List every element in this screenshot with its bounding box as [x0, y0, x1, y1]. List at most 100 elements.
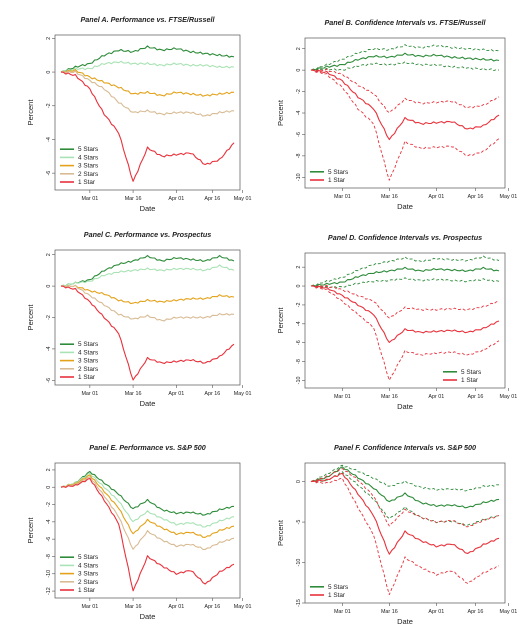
x-axis-label: Date [140, 612, 156, 621]
y-axis-label: Percent [276, 99, 285, 126]
confidence-bound-line [310, 44, 500, 71]
x-tick-label: Apr 01 [428, 194, 444, 200]
y-tick-label: -10 [296, 173, 302, 181]
panel-d: Panel D. Confidence Intervals vs. Prospe… [276, 233, 517, 411]
x-tick-label: Mar 01 [334, 609, 351, 615]
y-tick-label: 2 [296, 266, 302, 269]
y-tick-label: 2 [46, 37, 52, 40]
y-tick-label: -2 [46, 315, 52, 320]
legend-entry: 4 Stars [78, 154, 98, 161]
x-tick-label: Apr 16 [204, 196, 220, 202]
y-tick-label: 0 [46, 285, 52, 288]
confidence-bound-line [310, 477, 500, 596]
confidence-bound-line [310, 255, 500, 287]
series-line-4-stars [60, 264, 235, 287]
x-tick-label: Apr 16 [204, 391, 220, 397]
confidence-bound-line [310, 468, 500, 528]
panel-b: Panel B. Confidence Intervals vs. FTSE/R… [276, 18, 517, 211]
series-line-3-stars [60, 474, 235, 538]
confidence-bound-line [310, 285, 500, 381]
x-tick-label: May 01 [234, 196, 252, 202]
y-tick-label: 0 [296, 285, 302, 288]
legend-entry: 5 Stars [328, 169, 348, 176]
series-line-5-stars [310, 266, 500, 287]
y-tick-label: -10 [296, 377, 302, 385]
series-line-3-stars [60, 68, 235, 97]
x-tick-label: Apr 16 [468, 394, 484, 400]
x-axis-label: Date [140, 204, 156, 213]
x-tick-label: May 01 [500, 394, 518, 400]
x-tick-label: Apr 01 [428, 609, 444, 615]
y-axis-label: Percent [276, 307, 285, 334]
y-tick-label: -6 [46, 171, 52, 176]
plot-frame [54, 34, 241, 191]
y-tick-label: 2 [46, 253, 52, 256]
panel-e: Panel E. Performance vs. S&P 500 2 0 -2 -4 -6… [26, 443, 251, 621]
x-axis-label: Date [140, 399, 156, 408]
x-tick-label: May 01 [234, 391, 252, 397]
series-line-1-star [310, 472, 500, 555]
confidence-bound-line [310, 464, 499, 492]
y-tick-label: -4 [46, 519, 52, 524]
series-line-2-stars [60, 284, 235, 322]
series-line-2-stars [60, 476, 235, 550]
series-line-1-star [60, 477, 235, 592]
x-tick-label: Mar 16 [381, 194, 398, 200]
panel-title: Panel E. Performance vs. S&P 500 [89, 443, 205, 452]
series-line-4-stars [60, 60, 235, 73]
x-tick-label: Mar 16 [125, 604, 142, 610]
y-tick-label: -4 [296, 321, 302, 326]
panel-c: Panel C. Performance vs. Prospectus 2 0 -2 -… [26, 230, 251, 408]
x-tick-label: Apr 16 [204, 604, 220, 610]
series-line-5-stars [310, 466, 500, 509]
legend-entry: 2 Stars [78, 171, 98, 178]
y-tick-label: -4 [46, 346, 52, 351]
x-tick-label: Mar 16 [125, 196, 142, 202]
legend-entry: 3 Stars [78, 571, 98, 578]
series-line-5-stars [60, 254, 235, 287]
series-line-1-star [311, 69, 500, 141]
y-tick-label: -15 [296, 599, 302, 607]
series-line-5-stars [60, 45, 235, 73]
legend-entry: 2 Stars [78, 579, 98, 586]
y-tick-label: 0 [46, 486, 52, 489]
x-tick-label: Mar 01 [81, 196, 98, 202]
plot-frame [304, 462, 506, 604]
plot-frame [304, 252, 506, 389]
x-tick-label: May 01 [500, 609, 518, 615]
panel-title: Panel F. Confidence Intervals vs. S&P 50… [334, 443, 476, 452]
x-tick-label: Apr 16 [468, 609, 484, 615]
x-tick-label: Apr 01 [168, 196, 184, 202]
x-tick-label: May 01 [500, 194, 518, 200]
y-axis-label: Percent [26, 304, 35, 331]
x-tick-label: Apr 01 [168, 604, 184, 610]
y-tick-label: 2 [46, 468, 52, 471]
y-tick-label: -8 [46, 554, 52, 559]
plot-frame [54, 462, 241, 599]
legend-entry: 5 Stars [78, 341, 98, 348]
panel-title: Panel C. Performance vs. Prospectus [84, 230, 211, 239]
legend-entry: 1 Star [78, 374, 96, 381]
legend-entry: 1 Star [78, 179, 96, 186]
confidence-bound-line [310, 471, 500, 526]
legend-entry: 4 Stars [78, 349, 98, 356]
series-line-4-stars [60, 472, 235, 528]
x-tick-label: Mar 01 [334, 194, 351, 200]
series-line-5-stars [60, 470, 235, 516]
y-tick-label: -6 [296, 340, 302, 345]
y-tick-label: 0 [296, 69, 302, 72]
confidence-bound-line [310, 284, 500, 319]
y-tick-label: -4 [296, 111, 302, 116]
y-tick-label: -2 [46, 502, 52, 507]
panel-title: Panel B. Confidence Intervals vs. FTSE/R… [325, 18, 487, 27]
series-line-5-stars [310, 52, 500, 71]
plot-frame [54, 249, 241, 386]
series-line-2-stars [60, 70, 234, 117]
x-tick-label: May 01 [234, 604, 252, 610]
confidence-bound-line [310, 61, 500, 72]
y-tick-label: -8 [296, 359, 302, 364]
confidence-bound-line [310, 277, 500, 289]
y-tick-label: -6 [46, 378, 52, 383]
legend-entry: 1 Star [461, 377, 479, 384]
